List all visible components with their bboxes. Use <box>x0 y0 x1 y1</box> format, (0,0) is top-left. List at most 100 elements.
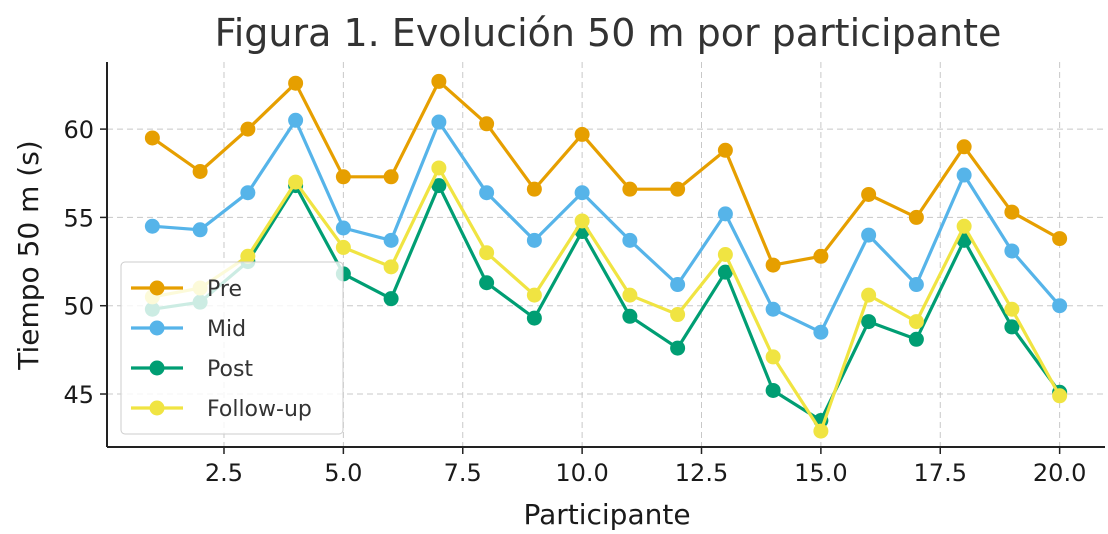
legend-swatch-marker <box>149 320 165 336</box>
data-point-pre <box>956 139 972 155</box>
data-point-post <box>479 275 495 291</box>
data-point-pre <box>526 181 542 197</box>
data-point-follow-up <box>1052 388 1068 404</box>
data-point-follow-up <box>717 247 733 262</box>
data-point-mid <box>956 167 972 183</box>
x-tick-label: 12.5 <box>675 459 728 487</box>
data-point-mid <box>431 114 447 130</box>
data-point-pre <box>622 181 638 197</box>
data-point-follow-up <box>335 239 351 255</box>
legend-box <box>120 261 344 435</box>
data-point-follow-up <box>526 287 542 303</box>
data-point-pre <box>908 209 924 225</box>
data-point-post <box>765 382 781 398</box>
y-tick-label: 45 <box>63 381 94 409</box>
data-point-pre <box>1004 204 1020 220</box>
y-axis-label: Tiempo 50 m (s) <box>12 140 45 370</box>
data-point-pre <box>144 130 160 146</box>
series-line-mid <box>152 118 1061 334</box>
data-point-mid <box>622 232 638 248</box>
legend-item-mid: Mid <box>131 317 246 342</box>
x-tick-label: 2.5 <box>205 459 243 487</box>
series-pre <box>144 73 1068 273</box>
data-point-follow-up <box>622 287 638 303</box>
data-point-follow-up <box>861 287 877 303</box>
y-axis-ticks: 45 50 55 60 <box>63 116 107 409</box>
data-point-mid <box>717 206 733 222</box>
x-tick-label: 17.5 <box>914 459 967 487</box>
data-point-pre <box>192 163 208 179</box>
data-point-pre <box>288 75 304 91</box>
data-point-follow-up <box>908 314 924 330</box>
series-group <box>144 73 1068 439</box>
data-point-follow-up <box>479 245 495 261</box>
y-tick-label: 55 <box>63 204 94 232</box>
data-point-pre <box>1052 231 1068 247</box>
data-point-mid <box>479 185 495 201</box>
data-point-pre <box>335 169 351 185</box>
data-point-pre <box>670 181 686 197</box>
x-tick-label: 15.0 <box>794 459 847 487</box>
data-point-mid <box>813 324 829 340</box>
series-line-post <box>152 184 1061 423</box>
data-point-mid <box>1004 243 1020 259</box>
data-point-mid <box>670 277 686 293</box>
data-point-follow-up <box>956 218 972 234</box>
data-point-pre <box>431 73 447 89</box>
x-tick-label: 5.0 <box>324 459 362 487</box>
data-point-follow-up <box>574 213 590 229</box>
data-point-follow-up <box>765 349 781 365</box>
data-point-post <box>908 331 924 347</box>
data-point-pre <box>240 121 256 137</box>
x-tick-label: 7.5 <box>444 459 482 487</box>
data-point-post <box>526 310 542 326</box>
legend-label: Pre <box>207 277 242 302</box>
data-point-pre <box>479 116 495 132</box>
x-tick-label: 20.0 <box>1033 459 1086 487</box>
series-follow-up <box>144 160 1068 439</box>
data-point-follow-up <box>240 248 256 264</box>
legend-item-post: Post <box>131 357 253 382</box>
data-point-mid <box>383 232 399 248</box>
legend: Pre Mid Post Follow-up <box>120 261 344 435</box>
data-point-mid <box>335 220 351 236</box>
data-point-pre <box>717 142 733 158</box>
data-point-mid <box>526 232 542 248</box>
data-point-mid <box>1052 298 1068 314</box>
chart-title: Figura 1. Evolución 50 m por participant… <box>215 11 1002 55</box>
data-point-post <box>717 264 733 280</box>
series-line-pre <box>151 79 1061 267</box>
data-point-pre <box>861 186 877 202</box>
legend-item-follow-up: Follow-up <box>131 397 312 422</box>
data-point-mid <box>144 218 160 234</box>
data-point-follow-up <box>670 307 686 323</box>
data-point-mid <box>861 227 877 243</box>
data-point-post <box>861 314 877 330</box>
data-point-post <box>383 291 399 307</box>
data-point-mid <box>765 301 781 317</box>
y-tick-label: 60 <box>63 116 94 144</box>
legend-label: Follow-up <box>207 397 312 422</box>
data-point-follow-up <box>813 423 829 439</box>
data-point-pre <box>765 257 781 273</box>
data-point-mid <box>288 112 304 128</box>
legend-item-pre: Pre <box>131 277 242 302</box>
legend-swatch-marker <box>149 360 165 376</box>
data-point-follow-up <box>383 259 399 275</box>
data-point-mid <box>192 222 208 238</box>
data-point-mid <box>240 185 256 201</box>
x-axis-ticks: 2.5 5.0 7.5 10.0 12.5 15.0 17.5 20.0 <box>205 447 1086 487</box>
x-axis-label: Participante <box>523 498 690 531</box>
data-point-post <box>1004 319 1020 335</box>
data-point-pre <box>813 248 829 264</box>
legend-swatch-marker <box>149 280 165 296</box>
data-point-pre <box>574 126 590 142</box>
series-mid <box>144 112 1068 340</box>
series-line-follow-up <box>152 166 1062 433</box>
legend-label: Mid <box>207 317 246 342</box>
legend-swatch-marker <box>149 400 165 416</box>
legend-label: Post <box>207 357 253 382</box>
data-point-follow-up <box>431 160 447 176</box>
data-point-mid <box>574 185 590 201</box>
